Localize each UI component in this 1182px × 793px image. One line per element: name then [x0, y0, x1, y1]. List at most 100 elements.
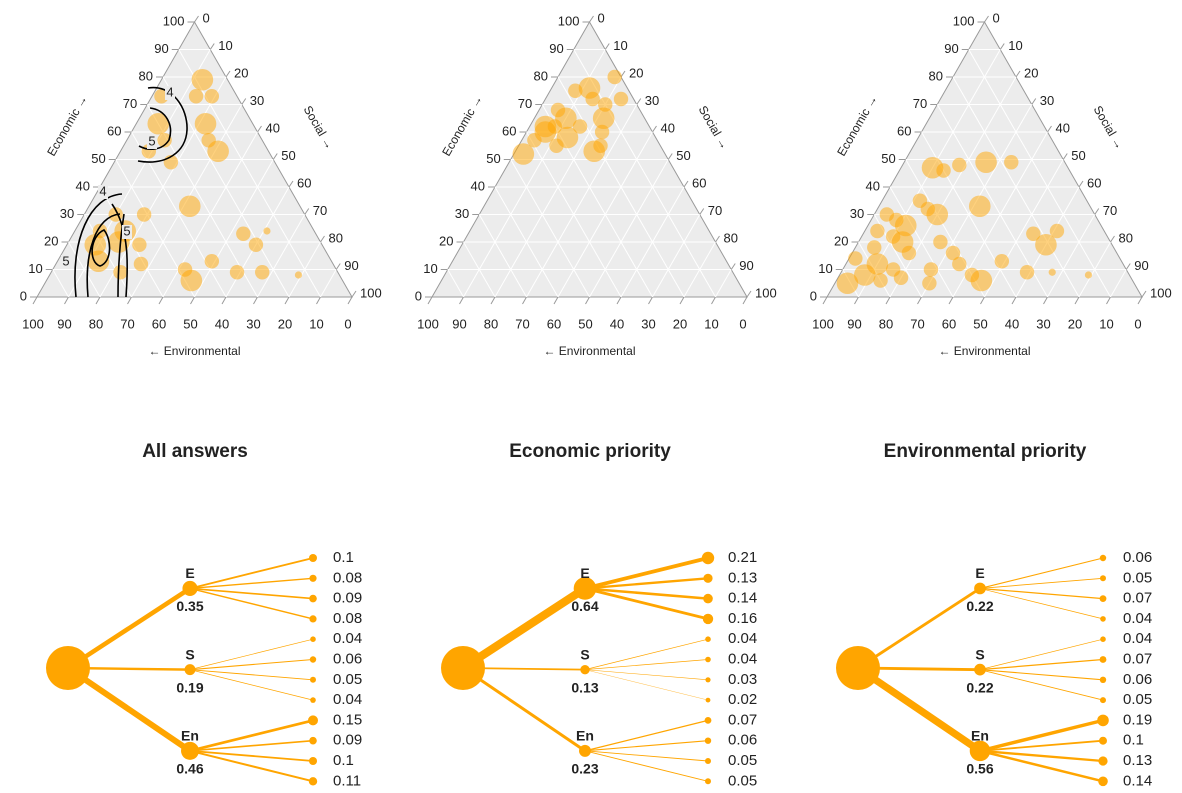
branch-edge — [462, 666, 586, 753]
tick-mark — [158, 296, 164, 305]
leaf-node — [309, 736, 317, 745]
branch-node — [579, 744, 591, 757]
social-tick-label: 60 — [1087, 175, 1101, 190]
tick-mark — [746, 290, 752, 298]
grid-line — [936, 104, 1048, 298]
data-point — [204, 254, 220, 269]
root-node — [441, 646, 485, 690]
data-point — [994, 254, 1010, 269]
leaf-label: 0.13 — [728, 569, 757, 586]
leaf-label: 0.07 — [1123, 650, 1152, 667]
social-tick-label: 100 — [1150, 285, 1172, 300]
tick-mark — [304, 208, 310, 215]
economic-tick-label: 10 — [423, 261, 437, 276]
data-point — [975, 151, 997, 174]
tick-mark — [1043, 296, 1048, 305]
environmental-axis-title: ← Environmental — [543, 344, 635, 358]
data-point — [147, 112, 170, 135]
contour-line — [86, 213, 121, 298]
tick-mark — [253, 296, 258, 305]
leaf-edge — [189, 577, 314, 590]
contour-label: 5 — [123, 223, 130, 238]
leaf-label: 0.16 — [728, 610, 757, 627]
contour-label-bg — [165, 86, 175, 100]
leaf-edge — [979, 749, 1104, 783]
tick-mark — [127, 296, 132, 305]
economic-tick-label: 40 — [471, 178, 485, 193]
leaf-node — [704, 737, 712, 744]
environmental-tick-label: 30 — [1036, 316, 1050, 331]
data-point — [194, 112, 217, 135]
leaf-node — [309, 615, 317, 623]
branch-name: En — [181, 728, 199, 744]
tick-mark — [711, 296, 716, 305]
economic-tick-label: 90 — [944, 41, 958, 56]
data-point — [180, 269, 203, 292]
tick-mark — [1062, 153, 1068, 160]
leaf-edge — [584, 659, 709, 671]
economic-tick-label: 60 — [897, 123, 911, 138]
leaf-node — [1099, 595, 1107, 602]
data-point — [207, 140, 229, 163]
grid-line — [478, 214, 527, 298]
tick-mark — [585, 296, 590, 305]
tick-mark — [822, 296, 828, 305]
economic-axis-title: Economic → — [834, 93, 880, 159]
economic-tick-label: 80 — [534, 68, 548, 83]
leaf-node — [705, 697, 711, 703]
leaf-edge — [584, 740, 709, 752]
leaf-edge — [189, 739, 314, 752]
economic-axis-title: Economic → — [439, 93, 485, 159]
leaf-node — [309, 594, 317, 603]
leaf-edge — [189, 669, 314, 681]
data-point — [1035, 233, 1057, 256]
grid-line — [620, 186, 685, 298]
data-point — [893, 270, 909, 285]
leaf-edge — [189, 587, 314, 620]
leaf-label: 0.06 — [1123, 549, 1152, 566]
leaf-label: 0.04 — [728, 650, 757, 667]
leaf-label: 0.05 — [728, 752, 757, 769]
grid-line — [589, 159, 669, 298]
branch-value: 0.64 — [571, 598, 598, 614]
leaf-edge — [979, 557, 1104, 589]
social-tick-label: 20 — [629, 65, 643, 80]
branch-edge — [460, 584, 588, 672]
leaf-edge — [979, 588, 1104, 620]
leaf-label: 0.04 — [1123, 610, 1152, 627]
leaf-label: 0.21 — [728, 549, 757, 566]
tick-mark — [1094, 208, 1100, 215]
leaf-label: 0.08 — [333, 569, 362, 586]
contour-label-bg — [147, 135, 157, 149]
data-point — [594, 124, 610, 140]
tick-mark — [490, 296, 496, 305]
data-point — [550, 102, 566, 118]
leaf-node — [309, 656, 317, 663]
branch-value: 0.22 — [966, 679, 993, 695]
environmental-tick-label: 100 — [417, 316, 439, 331]
grid-line — [1078, 241, 1111, 298]
tick-mark — [190, 296, 195, 305]
economic-tick-label: 40 — [76, 178, 90, 193]
leaf-label: 0.08 — [333, 610, 362, 627]
tick-mark — [679, 296, 685, 305]
grid-line — [494, 186, 559, 298]
tick-mark — [284, 296, 290, 305]
contour-line — [117, 213, 125, 298]
environmental-tick-label: 10 — [309, 316, 323, 331]
data-point — [236, 226, 251, 241]
leaf-label: 0.13 — [1123, 752, 1152, 769]
tick-mark — [351, 290, 357, 298]
data-point — [157, 133, 172, 148]
data-point — [248, 237, 264, 252]
leaf-label: 0.1 — [333, 549, 354, 566]
grid-line — [178, 49, 321, 298]
leaf-edge — [189, 587, 314, 600]
economic-tick-label: 90 — [154, 41, 168, 56]
leaf-edge — [584, 638, 709, 670]
leaf-label: 0.1 — [333, 752, 354, 769]
leaf-label: 0.15 — [333, 711, 362, 728]
economic-tick-label: 100 — [163, 13, 185, 28]
contour-label-bg — [122, 225, 132, 239]
